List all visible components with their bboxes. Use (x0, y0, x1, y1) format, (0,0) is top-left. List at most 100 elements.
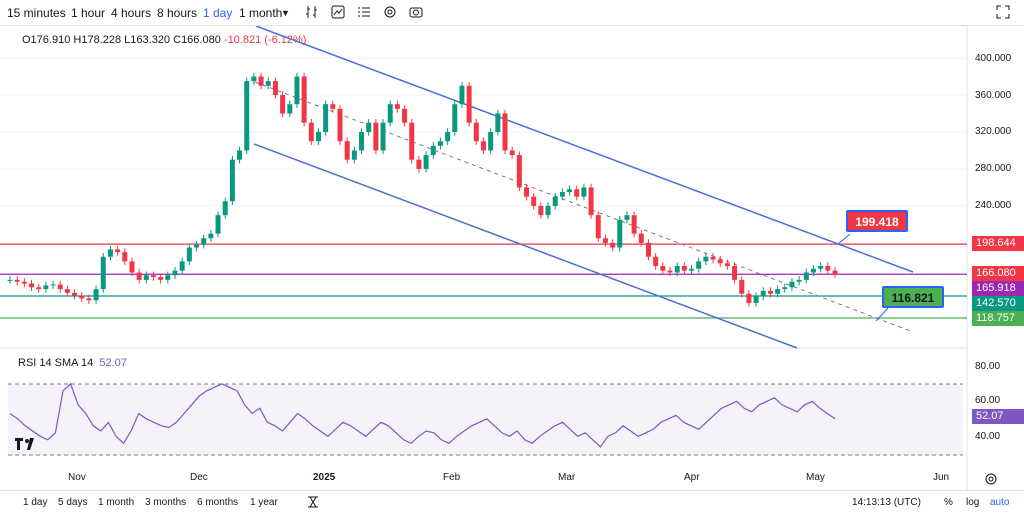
candle-body (545, 205, 551, 216)
candle-body (803, 272, 809, 280)
candle-body (86, 298, 92, 301)
candle-body (602, 238, 608, 243)
percent-toggle[interactable]: % (944, 497, 953, 508)
candle-body (524, 187, 530, 197)
timeframe-15m[interactable]: 15 minutes (7, 6, 66, 20)
candle-body (351, 150, 357, 160)
timeframe-1h[interactable]: 1 hour (71, 6, 106, 20)
candle-body (595, 215, 601, 239)
candle-body (150, 275, 156, 278)
candle-body (100, 256, 106, 290)
candle-body (158, 277, 164, 280)
range-5d[interactable]: 5 days (58, 497, 88, 508)
channel-median-line[interactable] (254, 81, 914, 333)
price-label-198: 198.644 (972, 236, 1024, 251)
candle-body (581, 187, 587, 197)
candle-body (366, 122, 372, 132)
timeframe-1d[interactable]: 1 day (203, 6, 233, 20)
candle-body (502, 113, 508, 151)
range-3m[interactable]: 3 months (145, 497, 187, 508)
price-chart[interactable] (0, 26, 1024, 490)
candle-body (165, 275, 171, 280)
candle-body (229, 159, 235, 202)
indicators-icon[interactable] (331, 5, 345, 19)
candle-body (344, 141, 350, 160)
price-callout-lower[interactable]: 116.821 (882, 286, 944, 308)
grid (0, 57, 967, 207)
ohlc-open: O176.910 (22, 34, 71, 46)
candle-body (574, 189, 580, 197)
candle-body (818, 266, 824, 269)
calendar-icon[interactable] (306, 495, 320, 509)
candle-body (416, 159, 422, 169)
range-1y[interactable]: 1 year (250, 497, 278, 508)
timeframe-8h[interactable]: 8 hours (157, 6, 198, 20)
price-callout-upper[interactable]: 199.418 (846, 210, 908, 232)
candle-body (265, 81, 271, 86)
candle-body (509, 150, 515, 156)
channel-lower-line[interactable] (253, 143, 798, 349)
rsi-line (9, 382, 836, 448)
candle-body (645, 242, 651, 257)
timeframe-4h[interactable]: 4 hours (111, 6, 152, 20)
chart-style-icon[interactable] (305, 5, 319, 19)
rsi-tick: 80.00 (975, 361, 1001, 372)
price-label-last: 166.080 (972, 266, 1024, 281)
candle-body (244, 81, 250, 151)
settings-icon[interactable] (984, 472, 998, 486)
candle-body (93, 289, 99, 301)
candle-body (466, 85, 472, 123)
candle-body (653, 256, 659, 267)
candle-body (64, 289, 70, 293)
candle-body (179, 261, 185, 271)
range-1d[interactable]: 1 day (23, 497, 48, 508)
candle-body (667, 270, 673, 273)
channel-upper-line[interactable] (255, 26, 914, 273)
clock-readout[interactable]: 14:13:13 (UTC) (852, 497, 921, 508)
tradingview-logo (14, 437, 42, 459)
price-label-142: 142.570 (972, 296, 1024, 311)
fullscreen-icon[interactable] (996, 5, 1010, 19)
rsi-tick: 40.00 (975, 431, 1001, 442)
candle-body (559, 192, 565, 197)
price-label-165: 165.918 (972, 281, 1024, 296)
log-toggle[interactable]: log (966, 497, 980, 508)
range-1m[interactable]: 1 month (98, 497, 135, 508)
camera-icon[interactable] (409, 5, 423, 19)
candle-body (732, 266, 738, 280)
candle-body (186, 247, 192, 262)
timeframe-dropdown-icon[interactable]: ▼ (281, 8, 290, 18)
price-label-118: 118.757 (972, 311, 1024, 326)
candle-body (237, 150, 243, 160)
candle-body (452, 104, 458, 132)
candle-body (610, 242, 616, 248)
timeframe-1mo[interactable]: 1 month (239, 6, 283, 20)
candle-body (810, 268, 816, 273)
candle-body (473, 122, 479, 142)
candle-body (437, 141, 443, 146)
range-6m[interactable]: 6 months (197, 497, 239, 508)
candle-body (696, 261, 702, 269)
candle-body (495, 113, 501, 132)
candle-body (215, 215, 221, 234)
rsi-legend[interactable]: RSI 14 SMA 14 52.07 (18, 357, 127, 369)
candle-body (43, 285, 49, 290)
horizontal-levels[interactable] (0, 243, 967, 319)
candle-body (724, 263, 730, 267)
callout-pointer-top (837, 233, 851, 245)
candle-body (330, 104, 336, 109)
candle-body (423, 155, 429, 169)
candle-body (689, 268, 695, 271)
candle-body (294, 76, 300, 105)
ohlc-close: C166.080 (173, 34, 221, 46)
settings-icon[interactable] (383, 5, 397, 19)
time-tick: Dec (190, 472, 208, 483)
candle-body (394, 104, 400, 109)
candle-body (107, 249, 113, 257)
candle-body (387, 104, 393, 123)
auto-toggle[interactable]: auto (990, 497, 1010, 508)
ohlc-low: L163.320 (124, 34, 171, 46)
time-tick: Jun (933, 472, 950, 483)
candle-body (301, 76, 307, 123)
compare-icon[interactable] (357, 5, 371, 19)
